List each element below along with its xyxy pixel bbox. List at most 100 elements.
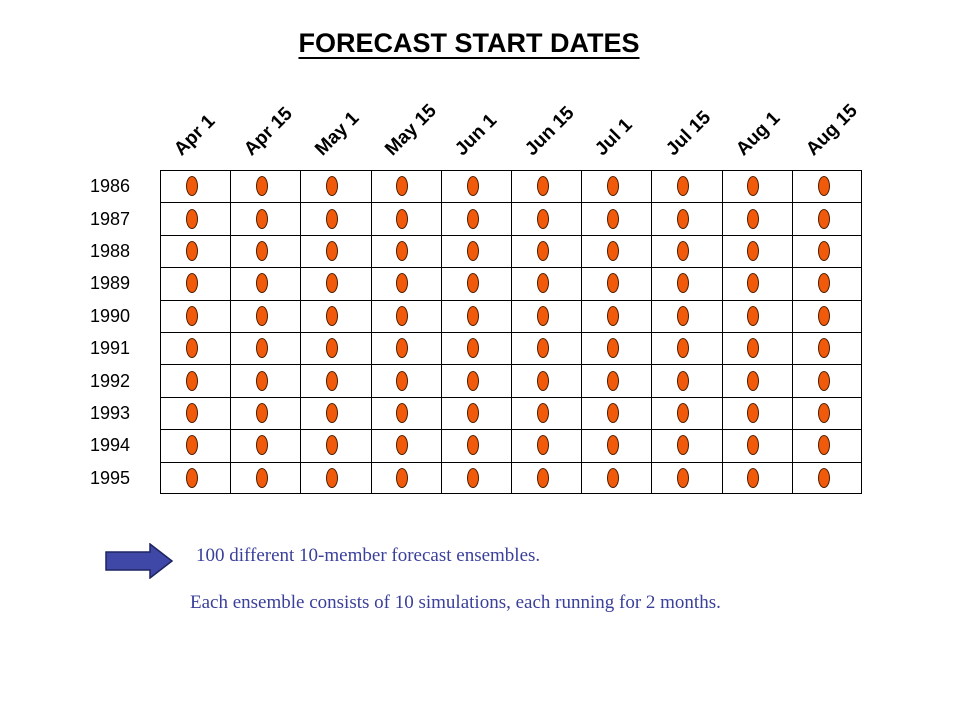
forecast-dot (747, 403, 760, 423)
forecast-dot (817, 176, 830, 197)
forecast-dot (256, 403, 269, 423)
page-title: FORECAST START DATES (298, 28, 640, 58)
forecast-dot (817, 273, 830, 294)
forecast-dot (256, 370, 269, 391)
row-label: 1986 (90, 176, 131, 197)
forecast-dot (747, 208, 760, 229)
row-label: 1989 (90, 273, 131, 294)
grid-row-divider (161, 234, 861, 236)
forecast-dot (396, 338, 409, 359)
forecast-dot (607, 241, 620, 261)
forecast-dot (677, 467, 690, 488)
forecast-dot (747, 241, 760, 261)
forecast-dot (536, 305, 549, 326)
column-label: May 15 (380, 100, 441, 160)
forecast-dot (185, 208, 198, 229)
forecast-dot (326, 467, 339, 488)
forecast-dot (817, 305, 830, 326)
column-label: Aug 15 (802, 100, 862, 160)
row-label: 1994 (90, 435, 131, 456)
forecast-dot (677, 241, 690, 261)
row-label: 1995 (90, 467, 131, 488)
forecast-dot (466, 273, 479, 294)
forecast-dot (396, 370, 409, 391)
row-label: 1987 (90, 208, 131, 229)
forecast-dot (536, 435, 549, 456)
row-label: 1991 (90, 338, 131, 359)
row-label: 1990 (90, 305, 131, 326)
forecast-dot (817, 467, 830, 488)
forecast-dot (677, 208, 690, 229)
grid-row-divider (161, 267, 861, 269)
ensemble-description-note: Each ensemble consists of 10 simulations… (190, 592, 721, 613)
forecast-dot (185, 467, 198, 488)
forecast-dot (536, 208, 549, 229)
forecast-dot (607, 208, 620, 229)
forecast-dot (326, 338, 339, 359)
forecast-dot (185, 273, 198, 294)
forecast-dot (185, 241, 198, 261)
row-label: 1988 (90, 241, 131, 261)
right-arrow-icon (105, 543, 174, 579)
forecast-dot (326, 241, 339, 261)
forecast-dot (536, 241, 549, 261)
grid-row-divider (161, 364, 861, 366)
forecast-dot (466, 370, 479, 391)
forecast-dot (185, 403, 198, 423)
forecast-dot (747, 305, 760, 326)
forecast-dot (256, 305, 269, 326)
forecast-dot (536, 176, 549, 197)
forecast-dot (185, 435, 198, 456)
column-label: Jul 15 (661, 107, 715, 160)
forecast-dot (396, 435, 409, 456)
forecast-dot (747, 435, 760, 456)
forecast-dot (817, 370, 830, 391)
forecast-dot (817, 208, 830, 229)
ensemble-count-note: 100 different 10-member forecast ensembl… (196, 545, 541, 566)
forecast-dot (185, 176, 198, 197)
forecast-dot (747, 370, 760, 391)
forecast-dot (256, 176, 269, 197)
grid-row-divider (161, 461, 861, 463)
forecast-dot (677, 273, 690, 294)
forecast-dot (256, 435, 269, 456)
forecast-dot (536, 467, 549, 488)
forecast-dot (396, 241, 409, 261)
forecast-dot (326, 403, 339, 423)
forecast-dot (185, 338, 198, 359)
row-label: 1993 (90, 403, 131, 423)
forecast-dot (607, 305, 620, 326)
forecast-dot (396, 176, 409, 197)
forecast-dot (466, 176, 479, 197)
forecast-dot (536, 273, 549, 294)
forecast-dot (536, 338, 549, 359)
forecast-dot (817, 403, 830, 423)
forecast-dot (256, 338, 269, 359)
forecast-dot (817, 338, 830, 359)
forecast-dot (185, 305, 198, 326)
forecast-dot (466, 403, 479, 423)
forecast-dot (466, 305, 479, 326)
forecast-dot (326, 208, 339, 229)
forecast-dot (396, 208, 409, 229)
forecast-dot (326, 305, 339, 326)
forecast-dot (326, 435, 339, 456)
forecast-dot (607, 176, 620, 197)
forecast-dot (677, 305, 690, 326)
forecast-dot (396, 273, 409, 294)
forecast-dot (396, 467, 409, 488)
forecast-dot (607, 435, 620, 456)
forecast-dot (396, 305, 409, 326)
forecast-dot (326, 176, 339, 197)
column-label: Jul 1 (591, 114, 637, 160)
column-label: Apr 1 (170, 110, 220, 160)
forecast-dot (677, 176, 690, 197)
grid-row-divider (161, 396, 861, 398)
forecast-dot (466, 208, 479, 229)
forecast-dot (326, 273, 339, 294)
forecast-dot (256, 467, 269, 488)
forecast-dot (607, 273, 620, 294)
grid-row-divider (161, 299, 861, 301)
forecast-dot (536, 370, 549, 391)
forecast-dot (396, 403, 409, 423)
